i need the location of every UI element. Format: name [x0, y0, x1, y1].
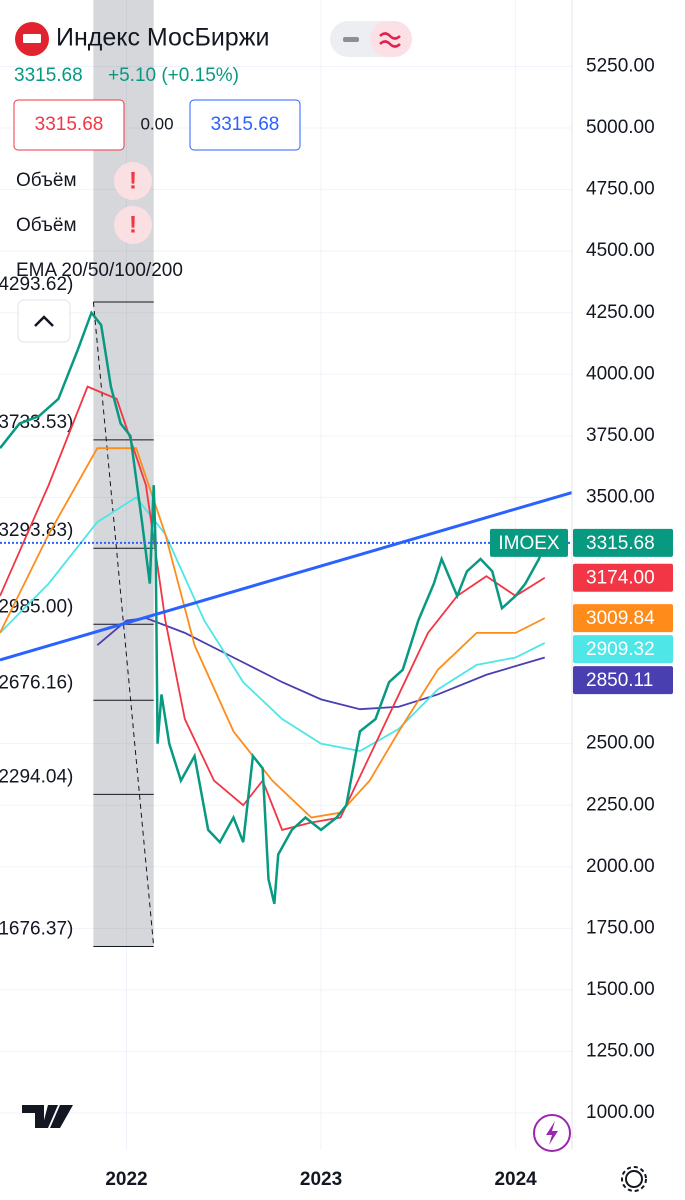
plot-area: (4293.62) (3733.53) (3293.83) (2985.00) (267…	[0, 0, 572, 1150]
overlay: Индекс МосБиржи 3315.68 +5.10 (+0.15%) 3…	[13, 21, 647, 1192]
price-badge	[573, 528, 673, 557]
tv-logo[interactable]	[22, 1105, 73, 1128]
series-line	[0, 447, 546, 819]
x-tick-label: 2022	[105, 1169, 147, 1190]
fib-label: (2676.16)	[0, 672, 73, 693]
trendline	[0, 491, 572, 662]
fib-label: (1676.37)	[0, 919, 73, 940]
toggle-icon	[343, 37, 359, 42]
series-line	[0, 385, 546, 831]
x-tick-label: 2024	[494, 1169, 537, 1190]
warning-icon[interactable]	[114, 162, 152, 200]
indicator: EMA 20/50/100/200	[16, 260, 183, 281]
y-tick-label: 4250.00	[586, 302, 655, 323]
bid: 3315.68	[35, 114, 104, 135]
settings-icon[interactable]	[625, 1170, 643, 1188]
warning-mark: !	[129, 167, 137, 194]
y-tick-label: 5000.00	[586, 117, 655, 138]
indicator: Объём	[16, 215, 77, 236]
name-badge	[490, 528, 568, 557]
series-name: IMOEX	[498, 533, 560, 554]
toggle-icon	[379, 32, 401, 48]
ask-box[interactable]	[189, 99, 301, 151]
y-tick-label: 1750.00	[586, 917, 655, 938]
price: 3315.68	[14, 65, 83, 86]
y-tick-label: 4500.00	[586, 240, 655, 261]
collapse-button[interactable]	[17, 299, 71, 343]
y-tick-label: 2500.00	[586, 733, 655, 754]
y-tick-label: 1000.00	[586, 1102, 655, 1123]
price-badge	[573, 635, 673, 664]
badge-label: 3315.68	[586, 533, 655, 554]
badge-label: 3174.00	[586, 568, 655, 589]
spread: 0.00	[140, 114, 173, 133]
title: Индекс МосБиржи	[56, 24, 269, 52]
price-badge	[573, 666, 673, 695]
change: +5.10 (+0.15%)	[108, 65, 239, 86]
y-tick-label: 2250.00	[586, 794, 655, 815]
y-tick-label: 2000.00	[586, 856, 655, 877]
fib-label: (2985.00)	[0, 596, 73, 617]
ask: 3315.68	[211, 114, 280, 135]
chevron	[34, 315, 54, 327]
series-line	[0, 496, 546, 753]
fib-label: (4293.62)	[0, 274, 73, 295]
logo-mark	[23, 34, 41, 43]
badge-label: 3009.84	[586, 608, 655, 629]
price-badge	[573, 563, 673, 592]
settings-icon	[621, 1166, 647, 1192]
x-tick-label: 2023	[300, 1169, 342, 1190]
indicator: Объём	[16, 170, 77, 191]
y-tick-label: 3500.00	[586, 486, 655, 507]
y-tick-label: 5250.00	[586, 56, 655, 77]
fib-label: (3733.53)	[0, 412, 73, 433]
badge-label: 2850.11	[586, 670, 653, 691]
fib-label: (3293.83)	[0, 520, 73, 541]
price-badge	[573, 604, 673, 633]
badge-label: 2909.32	[586, 639, 655, 660]
series-line	[0, 310, 546, 905]
toggle-active[interactable]	[370, 21, 412, 57]
y-tick-label: 1250.00	[586, 1041, 655, 1062]
warning-icon[interactable]	[114, 206, 152, 244]
bid-box[interactable]	[13, 99, 125, 151]
y-tick-label: 1500.00	[586, 979, 655, 1000]
y-tick-label: 4000.00	[586, 363, 655, 384]
lightning-icon	[546, 1121, 558, 1145]
warning-mark: !	[129, 211, 137, 238]
y-tick-label: 3750.00	[586, 425, 655, 446]
y-tick-label: 4750.00	[586, 179, 655, 200]
fib-label: (2294.04)	[0, 766, 73, 787]
fib-zone	[93, 0, 154, 947]
